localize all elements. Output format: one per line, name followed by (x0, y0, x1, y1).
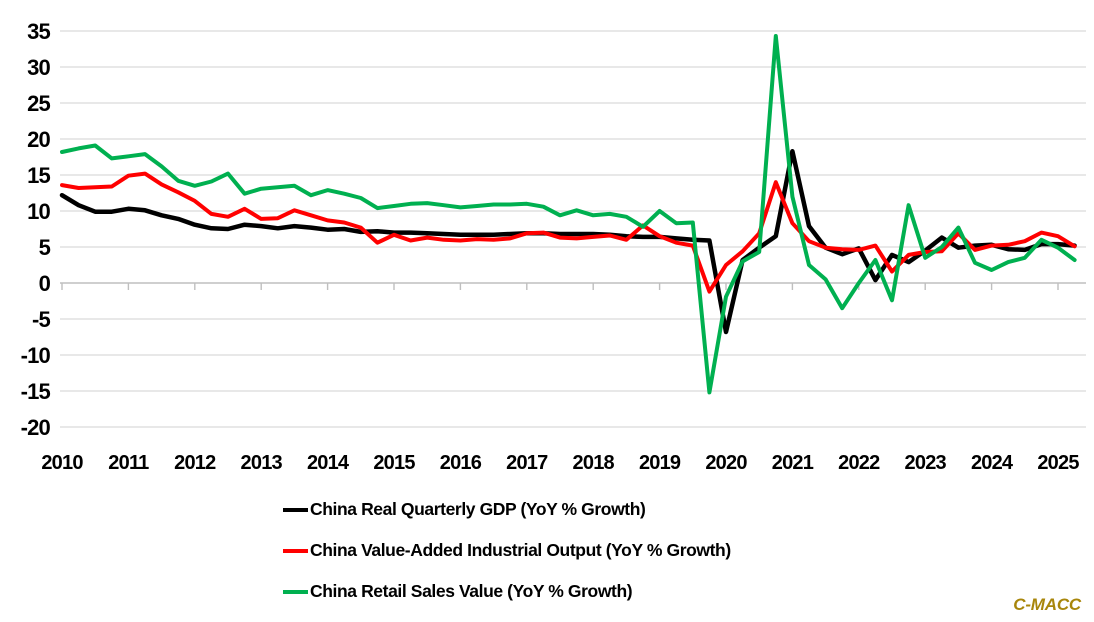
x-axis-label: 2018 (573, 452, 615, 474)
chart-legend: China Real Quarterly GDP (YoY % Growth) … (283, 498, 731, 603)
x-axis-label: 2012 (174, 452, 216, 474)
y-axis-label: -5 (32, 307, 51, 332)
series-line-industrial (60, 171, 1077, 294)
y-axis-label: 35 (27, 19, 50, 44)
x-axis-label: 2025 (1037, 452, 1079, 474)
x-axis-label: 2021 (772, 452, 814, 474)
legend-label-gdp: China Real Quarterly GDP (YoY % Growth) (310, 499, 646, 519)
y-axis-label: 30 (27, 55, 50, 80)
legend-item-retail: China Retail Sales Value (YoY % Growth) (283, 580, 731, 603)
x-axis-label: 2013 (241, 452, 283, 474)
x-axis-label: 2024 (971, 452, 1014, 474)
legend-label-retail: China Retail Sales Value (YoY % Growth) (310, 581, 633, 601)
x-axis-label: 2014 (307, 452, 350, 474)
retail-line-swatch (283, 589, 308, 594)
industrial-line-swatch (283, 548, 308, 553)
y-axis-label: 5 (39, 235, 51, 260)
x-axis-label: 2019 (639, 452, 681, 474)
x-axis-label: 2011 (108, 452, 149, 474)
y-axis-label: 25 (27, 91, 50, 116)
legend-item-industrial: China Value-Added Industrial Output (YoY… (283, 539, 731, 562)
x-axis-label: 2017 (506, 452, 548, 474)
x-axis-label: 2022 (838, 452, 880, 474)
x-axis-label: 2023 (905, 452, 947, 474)
x-axis-label: 2016 (440, 452, 482, 474)
y-axis-label: 20 (27, 127, 50, 152)
x-axis-label: 2015 (373, 452, 415, 474)
series-line-gdp (59, 148, 1077, 335)
watermark-cmacc: C-MACC (1013, 595, 1081, 614)
legend-item-gdp: China Real Quarterly GDP (YoY % Growth) (283, 498, 731, 521)
y-axis-label: -10 (21, 343, 51, 368)
x-axis-label: 2020 (705, 452, 747, 474)
y-axis-label: -15 (21, 379, 51, 404)
x-axis-label: 2010 (41, 452, 83, 474)
y-axis-label: 0 (39, 271, 51, 296)
gdp-line-swatch (283, 507, 308, 512)
series-line-retail (60, 34, 1077, 395)
y-axis-label: 10 (27, 199, 50, 224)
legend-label-industrial: China Value-Added Industrial Output (YoY… (310, 540, 731, 560)
y-axis-label: -20 (21, 415, 51, 440)
y-axis-label: 15 (27, 163, 50, 188)
